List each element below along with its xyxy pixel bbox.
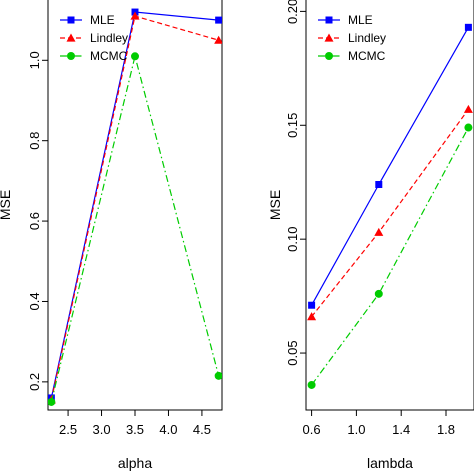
legend-marker-mle [325, 16, 333, 24]
series-line-mcmc [50, 56, 220, 403]
data-point-mcmc [48, 397, 56, 406]
plot-area [48, 8, 222, 406]
y-tick-label: 0.6 [27, 212, 42, 230]
x-tick-label: 4.5 [193, 422, 211, 437]
legend-marker-lindley [66, 33, 76, 42]
data-point-lindley [130, 11, 140, 20]
data-point-mle [464, 23, 472, 31]
plot-area [307, 23, 473, 389]
y-tick-label: 0.15 [285, 113, 300, 138]
data-point-lindley [214, 35, 222, 44]
y-axis-title: MSE [267, 190, 283, 220]
series-line-mle [311, 27, 469, 306]
legend-marker-lindley [324, 33, 334, 42]
y-tick-label: 0.20 [285, 0, 300, 24]
legend-label-mle: MLE [90, 13, 115, 27]
y-tick-label: 0.05 [285, 340, 300, 365]
x-tick-label: 0.6 [303, 422, 321, 437]
y-tick-label: 1.0 [27, 51, 42, 69]
series-line-lindley [50, 15, 219, 401]
x-tick-label: 1.0 [347, 422, 365, 437]
series-line-mle [50, 11, 219, 399]
legend-marker-mcmc [325, 52, 333, 60]
data-point-lindley [463, 104, 473, 113]
x-tick-label: 3.0 [92, 422, 110, 437]
legend-label-lindley: Lindley [348, 31, 386, 45]
y-tick-label: 0.4 [27, 292, 42, 310]
x-tick-label: 2.5 [59, 422, 77, 437]
x-tick-label: 4.0 [159, 422, 177, 437]
legend-label-mcmc: MCMC [348, 49, 386, 63]
x-tick-label: 3.5 [126, 422, 144, 437]
legend-label-lindley: Lindley [90, 31, 128, 45]
data-point-mcmc [131, 52, 139, 61]
x-tick-label: 1.4 [392, 422, 410, 437]
series-line-mcmc [311, 127, 469, 386]
y-axis-title: MSE [0, 190, 13, 220]
data-point-lindley [307, 312, 317, 321]
series-line-lindley [311, 108, 469, 317]
chart-panel-2: 0.6 1.0 1.4 1.8 0.05 0.10 0.15 0.20 lambda MSE MLE… [267, 0, 474, 471]
data-point-mcmc [307, 380, 316, 389]
data-point-mle [375, 181, 383, 188]
data-point-mcmc [214, 371, 222, 380]
data-point-mcmc [464, 123, 473, 132]
data-point-lindley [374, 227, 384, 236]
legend-marker-mle [67, 16, 75, 24]
y-tick-label: 0.2 [27, 373, 42, 391]
y-tick-label: 0.10 [285, 227, 300, 252]
legend-label-mle: MLE [348, 13, 373, 27]
x-tick-label: 1.8 [437, 422, 455, 437]
chart-panel-1: 2.5 3.0 3.5 4.0 4.5 0.2 0.4 0.6 0.8 1.0 alpha MSE ML… [0, 0, 223, 471]
plot-frame [305, 0, 474, 411]
data-point-mle [308, 301, 316, 309]
legend-marker-mcmc [67, 52, 75, 60]
data-point-mle [215, 16, 222, 24]
legend-label-mcmc: MCMC [90, 49, 128, 63]
plot-frame [47, 0, 223, 411]
y-tick-label: 0.8 [27, 132, 42, 150]
x-axis-title: lambda [367, 455, 413, 471]
x-axis-title: alpha [118, 455, 152, 471]
data-point-mcmc [374, 289, 383, 298]
